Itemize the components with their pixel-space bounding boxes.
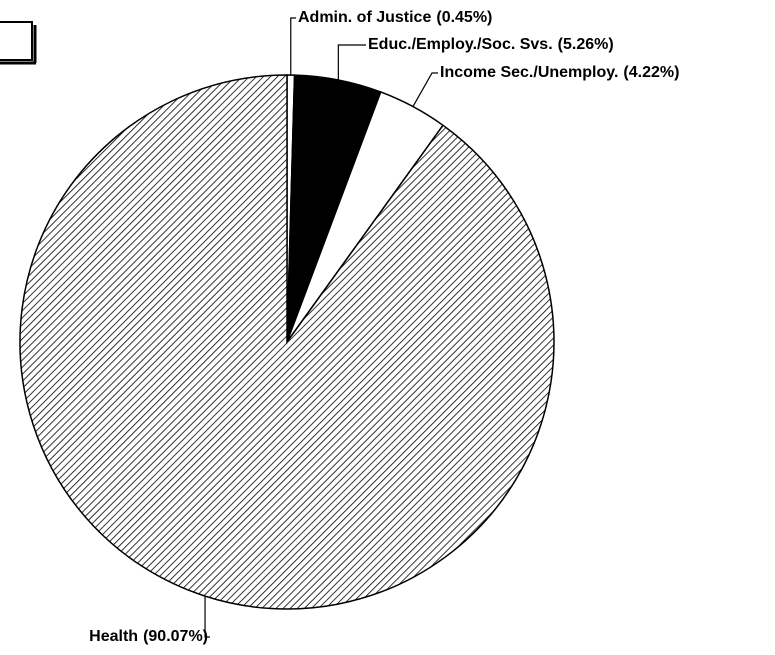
category-label: Income Sec./Unemploy. (440, 64, 618, 81)
leader-line (337, 44, 366, 80)
leader-line (412, 72, 438, 107)
slice-label: Admin. of Justice (0.45%) (298, 9, 492, 26)
category-label: Admin. of Justice (298, 9, 431, 26)
leader-line (204, 596, 210, 638)
value-label: (90.07%) (143, 628, 208, 645)
pie-slice (19, 74, 555, 610)
category-label: Educ./Employ./Soc. Svs. (368, 36, 553, 53)
value-label: (0.45%) (436, 9, 492, 26)
legend-box (0, 21, 37, 65)
value-label: (4.22%) (623, 64, 679, 81)
category-label: Health (89, 628, 138, 645)
slice-label: Health (90.07%) (89, 628, 208, 645)
value-label: (5.26%) (558, 36, 614, 53)
slice-label: Educ./Employ./Soc. Svs. (5.26%) (368, 36, 614, 53)
leader-line (290, 17, 296, 76)
slice-label: Income Sec./Unemploy. (4.22%) (440, 64, 679, 81)
